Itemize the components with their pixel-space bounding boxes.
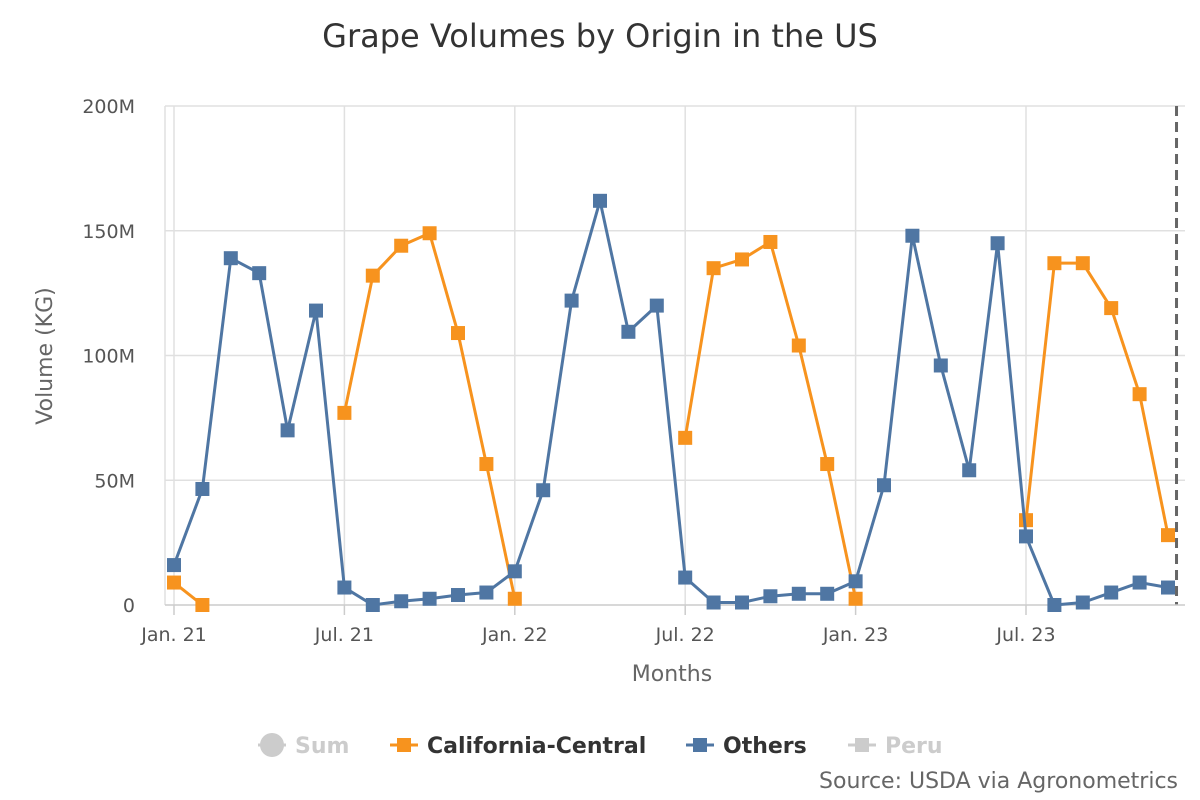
data-point-others xyxy=(678,570,693,585)
source-note: Source: USDA via Agronometrics xyxy=(819,769,1178,794)
data-point-others xyxy=(848,574,863,589)
data-point-others xyxy=(507,564,522,579)
data-point-california-central xyxy=(195,598,210,612)
series-line-california-central xyxy=(683,240,858,600)
data-point-others xyxy=(905,228,920,243)
data-point-others xyxy=(365,598,380,612)
data-point-others xyxy=(536,483,551,498)
y-tick-label: 50M xyxy=(94,470,135,492)
legend: Sum California-Central Others Peru xyxy=(258,733,943,759)
data-point-california-central xyxy=(507,591,522,606)
data-point-california-central xyxy=(678,430,693,445)
data-point-california-central xyxy=(706,261,721,276)
data-point-others xyxy=(280,423,295,438)
data-point-california-central xyxy=(422,226,437,241)
legend-marker xyxy=(260,733,284,757)
x-tick-label: Jul. 21 xyxy=(314,624,374,646)
series-layer xyxy=(167,193,1175,612)
data-point-california-central xyxy=(365,268,380,283)
legend-label: California-Central xyxy=(427,734,646,759)
data-point-others xyxy=(337,580,352,595)
data-point-others xyxy=(990,236,1005,251)
x-tick-label: Jan. 23 xyxy=(822,624,889,646)
legend-marker xyxy=(693,738,707,752)
data-point-california-central xyxy=(1047,256,1062,271)
data-point-others xyxy=(394,594,409,609)
legend-marker xyxy=(397,738,411,752)
data-point-others xyxy=(820,586,835,601)
axes: 0 50M 100M 150M 200M Jan. 21 Jul. 21 Jan. 22 Jul… xyxy=(82,96,1185,646)
data-point-california-central xyxy=(1075,256,1090,271)
data-point-california-central xyxy=(848,591,863,606)
data-point-others xyxy=(933,358,948,373)
y-axis-title: Volume (KG) xyxy=(33,287,58,424)
data-point-others xyxy=(1104,585,1119,600)
legend-item-peru[interactable]: Peru xyxy=(848,734,943,759)
data-point-others xyxy=(706,595,721,610)
data-point-others xyxy=(564,293,579,308)
data-point-california-central xyxy=(1161,528,1175,543)
y-tick-label: 0 xyxy=(123,595,135,617)
data-point-california-central xyxy=(451,326,465,341)
data-point-california-central xyxy=(1019,513,1033,528)
data-point-others xyxy=(1047,598,1062,612)
legend-marker xyxy=(855,738,869,752)
chart-title: Grape Volumes by Origin in the US xyxy=(322,17,878,55)
data-point-others xyxy=(422,591,437,606)
y-tick-label: 150M xyxy=(82,221,135,243)
series-line-california-central xyxy=(342,231,517,600)
series-line-california-central xyxy=(1024,261,1170,536)
data-point-others xyxy=(167,558,181,573)
legend-label: Peru xyxy=(885,734,943,759)
data-point-others xyxy=(791,586,806,601)
data-point-california-central xyxy=(1104,301,1119,316)
data-point-others xyxy=(962,463,977,478)
x-tick-label: Jul. 23 xyxy=(995,624,1055,646)
data-point-california-central xyxy=(763,234,778,249)
x-tick-label: Jan. 21 xyxy=(140,624,207,646)
legend-label: Sum xyxy=(295,734,349,759)
data-point-california-central xyxy=(820,457,835,472)
data-point-others xyxy=(763,589,778,604)
data-point-others xyxy=(1075,595,1090,610)
data-point-california-central xyxy=(791,338,806,353)
data-point-others xyxy=(451,588,465,603)
data-point-others xyxy=(1161,580,1175,595)
data-point-others xyxy=(223,251,238,266)
data-point-others xyxy=(649,298,664,313)
data-point-others xyxy=(877,478,891,493)
data-point-others xyxy=(621,324,636,339)
x-tick-label: Jul. 22 xyxy=(655,624,715,646)
data-point-others xyxy=(735,595,749,610)
legend-item-sum[interactable]: Sum xyxy=(258,733,349,759)
data-point-california-central xyxy=(1132,387,1147,402)
data-point-california-central xyxy=(479,457,494,472)
legend-item-others[interactable]: Others xyxy=(686,734,807,759)
data-point-others xyxy=(593,193,607,208)
x-tick-label: Jan. 22 xyxy=(481,624,548,646)
data-point-california-central xyxy=(735,252,749,267)
x-axis-title: Months xyxy=(632,662,712,687)
legend-label: Others xyxy=(723,734,807,759)
data-point-others xyxy=(1132,575,1147,590)
y-tick-label: 100M xyxy=(82,346,135,368)
data-point-others xyxy=(1019,529,1033,544)
data-point-others xyxy=(309,303,323,318)
series-line-others xyxy=(172,199,1169,607)
y-tick-label: 200M xyxy=(82,96,135,118)
data-point-others xyxy=(479,585,494,600)
data-point-california-central xyxy=(394,238,409,253)
legend-item-california-central[interactable]: California-Central xyxy=(390,734,646,759)
data-point-california-central xyxy=(167,575,181,590)
data-point-california-central xyxy=(337,405,352,420)
data-point-others xyxy=(195,481,210,496)
data-point-others xyxy=(252,266,267,281)
